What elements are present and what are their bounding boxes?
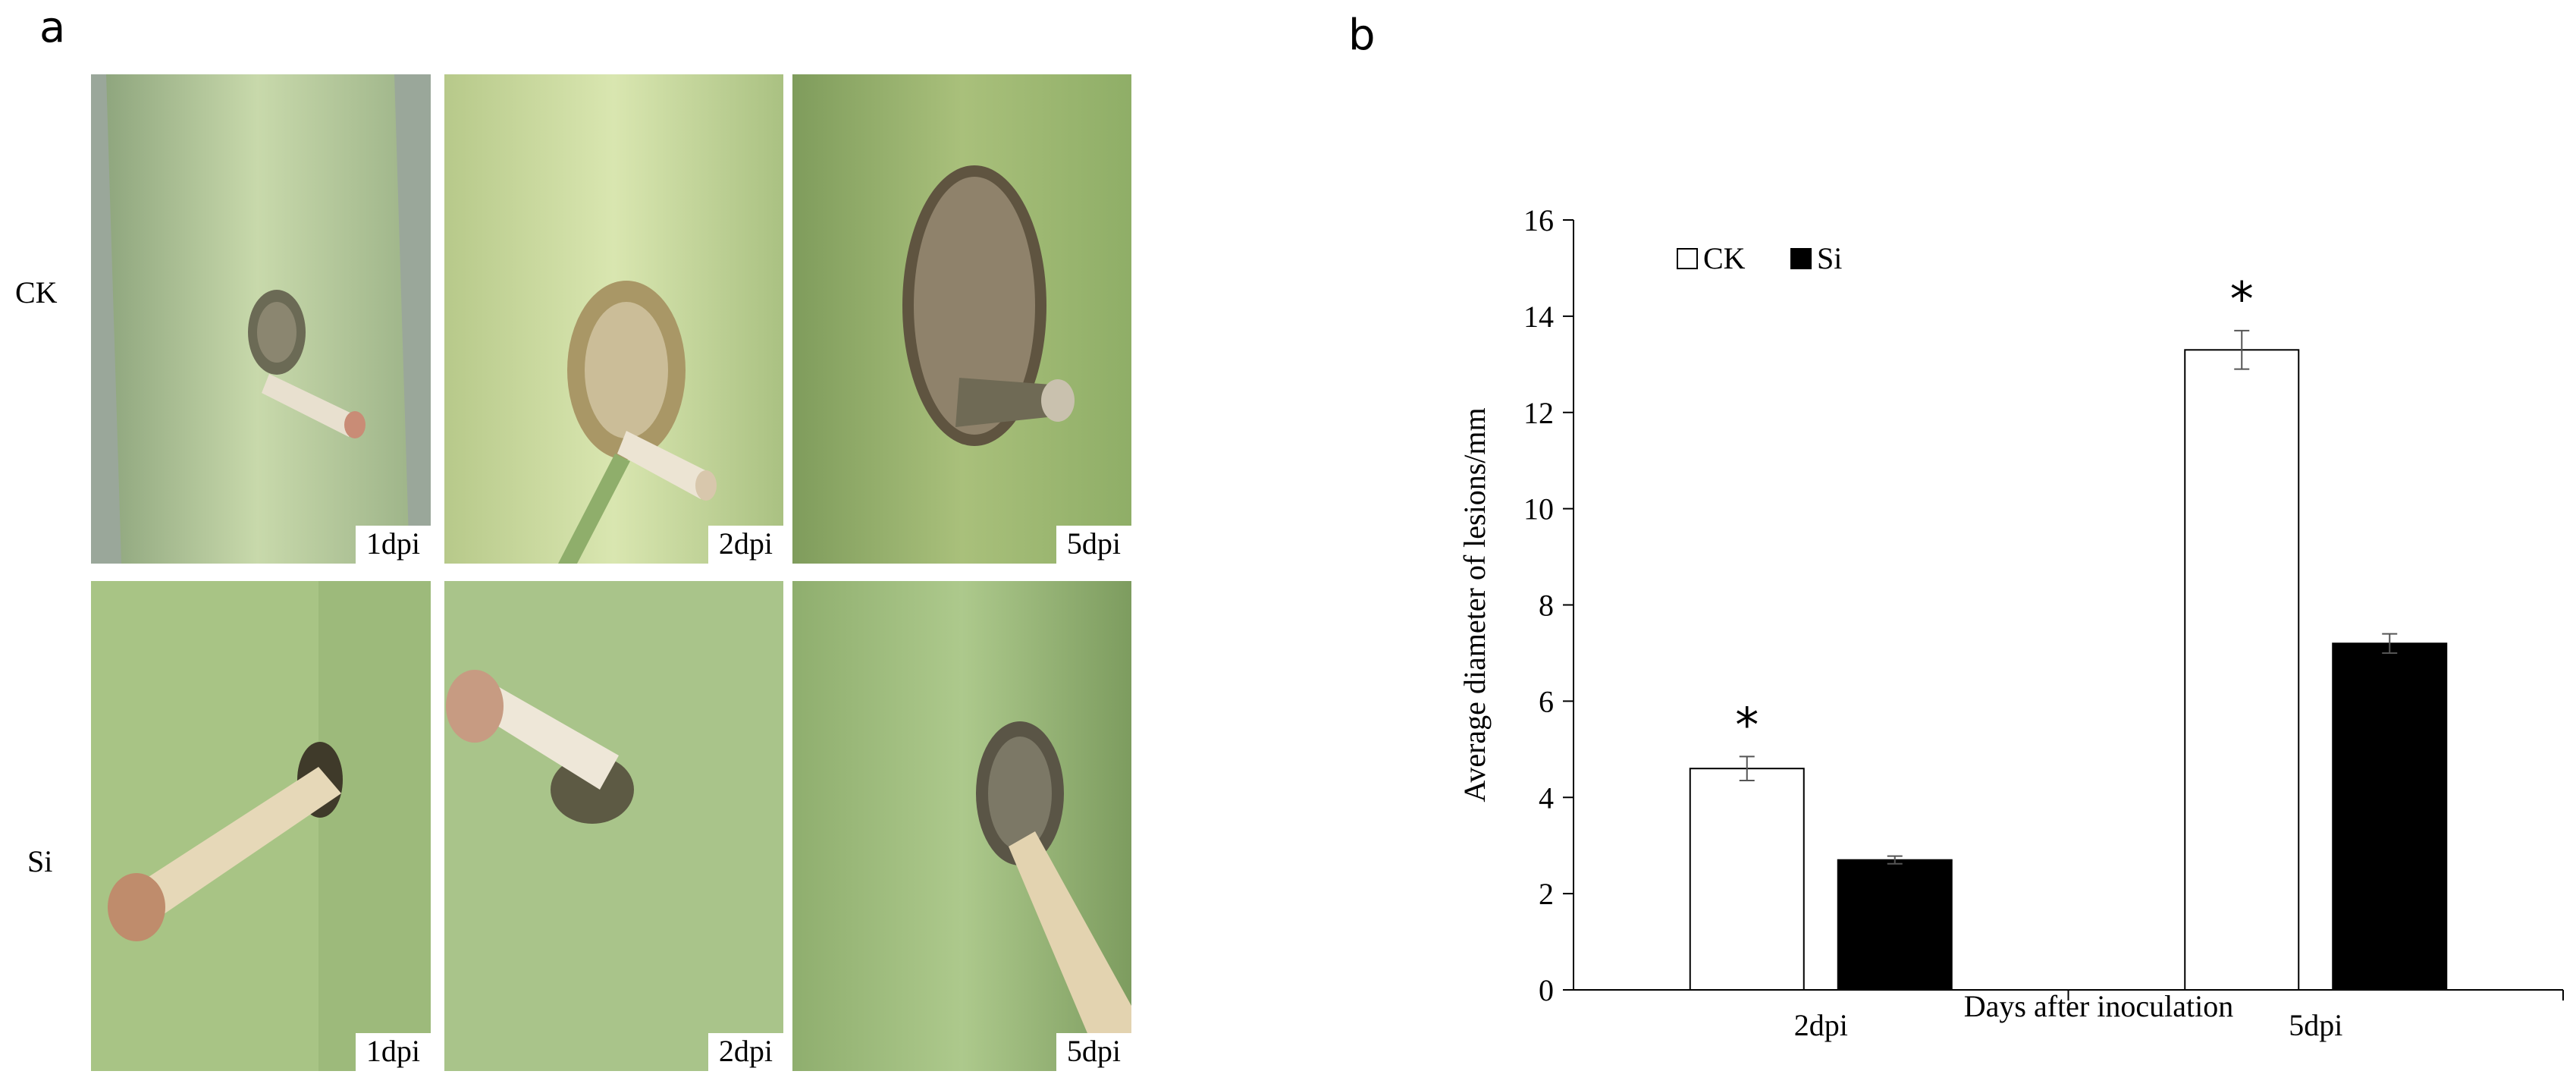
legend-swatch-si [1790, 248, 1812, 269]
x-tick-label: 5dpi [2289, 1008, 2342, 1042]
x-tick-label: 2dpi [1794, 1008, 1848, 1042]
significance-marker: * [2230, 272, 2254, 327]
bar-si [2332, 642, 2448, 991]
photo-si-1dpi: 1dpi [91, 581, 431, 1071]
y-tick-label: 16 [1523, 203, 1554, 237]
y-tick-label: 0 [1539, 973, 1554, 1007]
y-tick-label: 14 [1523, 300, 1554, 334]
photo-tag: 2dpi [708, 526, 783, 564]
bar-ck [2184, 349, 2300, 991]
x-axis-label: Days after inoculation [1964, 989, 2233, 1023]
y-tick-label: 2 [1539, 877, 1554, 911]
legend-swatch-ck [1677, 248, 1698, 269]
panel-b-letter: b [1348, 11, 1376, 60]
legend-label-ck: CK [1703, 241, 1746, 275]
photo-tag: 1dpi [355, 1033, 431, 1071]
significance-marker: * [1735, 697, 1759, 752]
photo-ck-2dpi: 2dpi [444, 74, 783, 564]
photo-tag: 5dpi [1056, 526, 1131, 564]
y-axis-label: Average diameter of lesions/mm [1457, 407, 1492, 802]
chart-svg: 0 2 4 6 8 10 12 14 16 Average diameter of lesions… [1457, 203, 2564, 1042]
row-label-ck: CK [15, 275, 58, 309]
y-tick-label: 8 [1539, 589, 1554, 623]
bar-chart: 0 2 4 6 8 10 12 14 16 Average diameter of lesions… [1426, 174, 2576, 1054]
bar-ck [1689, 768, 1805, 991]
photo-ck-1dpi: 1dpi [91, 74, 431, 564]
y-tick-label: 12 [1523, 396, 1554, 430]
photo-tag: 1dpi [355, 526, 431, 564]
y-tick-label: 6 [1539, 684, 1554, 718]
y-tick-label: 10 [1523, 492, 1554, 526]
photo-tag: 2dpi [708, 1033, 783, 1071]
y-tick-label: 4 [1539, 781, 1554, 815]
photo-si-5dpi: 5dpi [792, 581, 1131, 1071]
bar-si [1837, 859, 1953, 991]
photo-tag: 5dpi [1056, 1033, 1131, 1071]
photo-ck-5dpi: 5dpi [792, 74, 1131, 564]
row-label-si: Si [27, 844, 53, 878]
legend-label-si: Si [1817, 241, 1842, 275]
photo-si-2dpi: 2dpi [444, 581, 783, 1071]
panel-a-letter: a [39, 3, 66, 52]
